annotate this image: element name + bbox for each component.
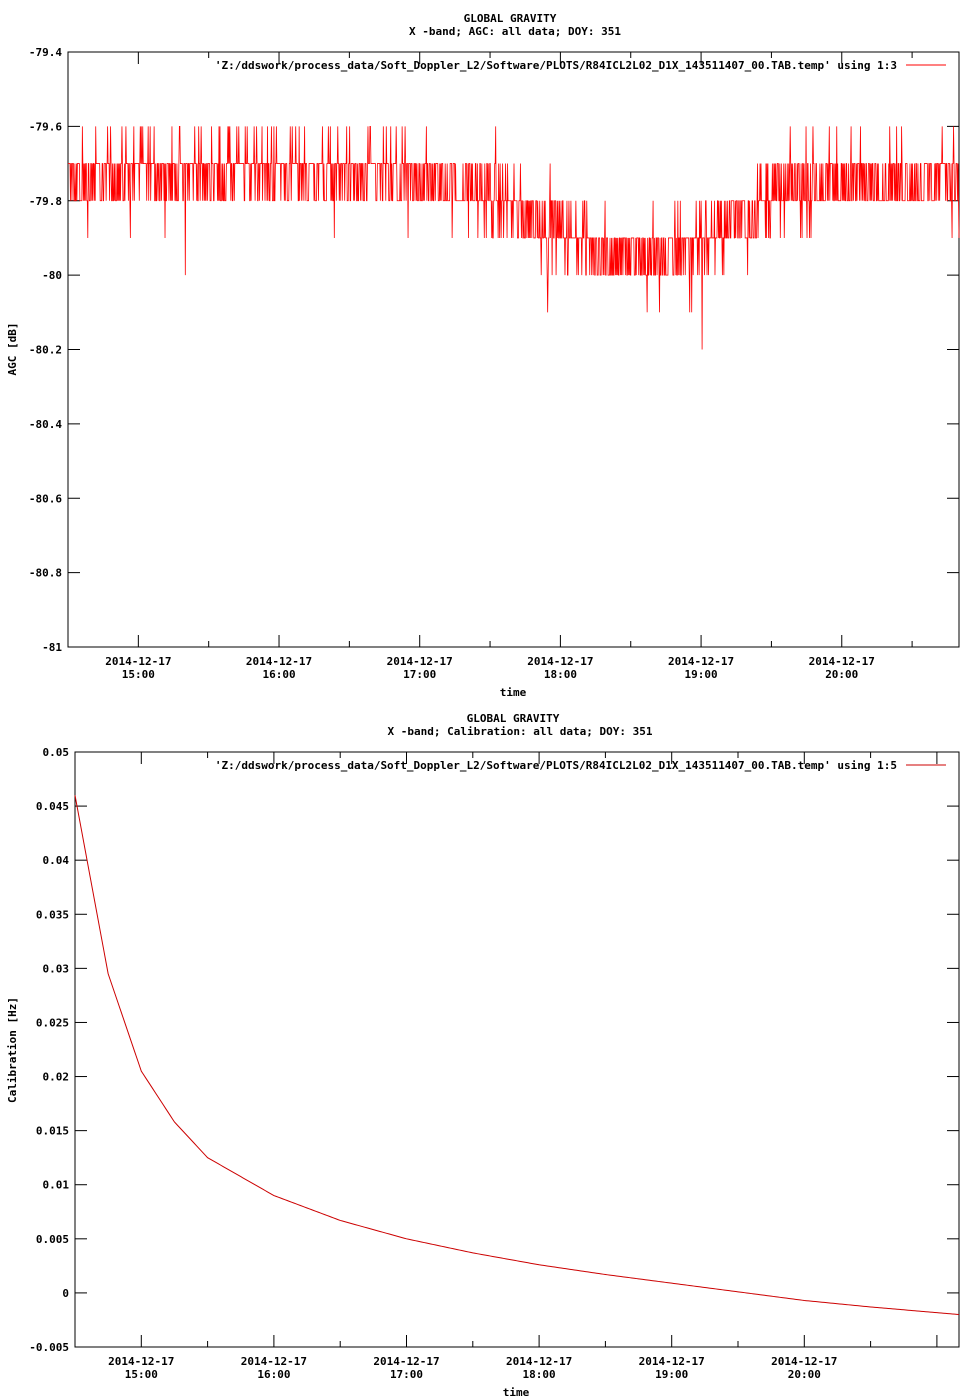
- series-line: [74, 795, 960, 1316]
- y-tick-label: -80.4: [29, 418, 62, 431]
- calibration-chart: GLOBAL GRAVITY X -band; Calibration: all…: [6, 712, 960, 1399]
- chart-subtitle: X -band; Calibration: all data; DOY: 351: [388, 725, 653, 738]
- agc-chart: GLOBAL GRAVITY X -band; AGC: all data; D…: [6, 12, 960, 699]
- y-tick-label: 0.03: [43, 962, 70, 975]
- y-axis-label: Calibration [Hz]: [6, 997, 19, 1103]
- legend-label: 'Z:/ddswork/process_data/Soft_Doppler_L2…: [215, 59, 897, 72]
- y-tick-label: -81: [42, 641, 62, 654]
- x-tick-date-label: 2014-12-17: [373, 1355, 439, 1368]
- y-tick-label: 0.02: [43, 1071, 70, 1084]
- x-axis-label: time: [500, 686, 527, 699]
- y-tick-label: -80: [42, 269, 62, 282]
- x-tick-time-label: 15:00: [122, 668, 155, 681]
- y-tick-label: 0.005: [36, 1233, 69, 1246]
- x-tick-time-label: 19:00: [655, 1368, 688, 1381]
- x-tick-date-label: 2014-12-17: [105, 655, 171, 668]
- x-tick-date-label: 2014-12-17: [639, 1355, 705, 1368]
- x-tick-time-label: 17:00: [390, 1368, 423, 1381]
- x-tick-time-label: 17:00: [403, 668, 436, 681]
- x-tick-time-label: 20:00: [825, 668, 858, 681]
- x-tick-date-label: 2014-12-17: [387, 655, 453, 668]
- x-tick-time-label: 16:00: [257, 1368, 290, 1381]
- x-tick-date-label: 2014-12-17: [771, 1355, 837, 1368]
- x-tick-date-label: 2014-12-17: [809, 655, 875, 668]
- y-tick-label: 0.015: [36, 1125, 69, 1138]
- chart-title: GLOBAL GRAVITY: [467, 712, 560, 725]
- data-series: [68, 125, 960, 350]
- x-tick-date-label: 2014-12-17: [108, 1355, 174, 1368]
- plot-frame: [74, 751, 960, 1348]
- x-ticks: 2014-12-1715:002014-12-1716:002014-12-17…: [74, 752, 938, 1381]
- x-tick-time-label: 15:00: [125, 1368, 158, 1381]
- y-tick-label: -79.4: [29, 46, 62, 59]
- y-tick-label: -0.005: [29, 1341, 69, 1354]
- series-line: [68, 125, 960, 350]
- y-tick-label: -80.2: [29, 344, 62, 357]
- y-ticks: -0.005 0 0.005 0.01 0.015 0.02 0.025 0.03 0.035 0…: [29, 746, 959, 1354]
- x-axis-label: time: [503, 1386, 530, 1399]
- y-tick-label: -79.8: [29, 195, 62, 208]
- y-tick-label: 0.025: [36, 1016, 69, 1029]
- y-tick-label: 0: [62, 1287, 69, 1300]
- data-series: [74, 795, 960, 1316]
- x-ticks: 2014-12-1715:002014-12-1716:002014-12-17…: [67, 52, 913, 681]
- x-tick-date-label: 2014-12-17: [527, 655, 593, 668]
- y-tick-label: -80.8: [29, 567, 62, 580]
- x-tick-date-label: 2014-12-17: [506, 1355, 572, 1368]
- legend-label: 'Z:/ddswork/process_data/Soft_Doppler_L2…: [215, 759, 897, 772]
- x-tick-time-label: 19:00: [685, 668, 718, 681]
- y-tick-label: 0.05: [43, 746, 70, 759]
- x-tick-time-label: 18:00: [523, 1368, 556, 1381]
- y-axis-label: AGC [dB]: [6, 323, 19, 376]
- chart-title: GLOBAL GRAVITY: [464, 12, 557, 25]
- y-tick-label: 0.01: [43, 1179, 70, 1192]
- chart-subtitle: X -band; AGC: all data; DOY: 351: [409, 25, 621, 38]
- y-ticks: -81 -80.8 -80.6 -80.4 -80.2 -80 -79.8 -79.6 -79.…: [29, 46, 959, 654]
- x-tick-date-label: 2014-12-17: [246, 655, 312, 668]
- x-tick-time-label: 16:00: [262, 668, 295, 681]
- y-tick-label: 0.035: [36, 908, 69, 921]
- x-tick-time-label: 18:00: [544, 668, 577, 681]
- x-tick-time-label: 20:00: [788, 1368, 821, 1381]
- y-tick-label: -80.6: [29, 492, 62, 505]
- y-tick-label: -79.6: [29, 120, 62, 133]
- y-tick-label: 0.045: [36, 800, 69, 813]
- x-tick-date-label: 2014-12-17: [668, 655, 734, 668]
- x-tick-date-label: 2014-12-17: [241, 1355, 307, 1368]
- y-tick-label: 0.04: [43, 854, 70, 867]
